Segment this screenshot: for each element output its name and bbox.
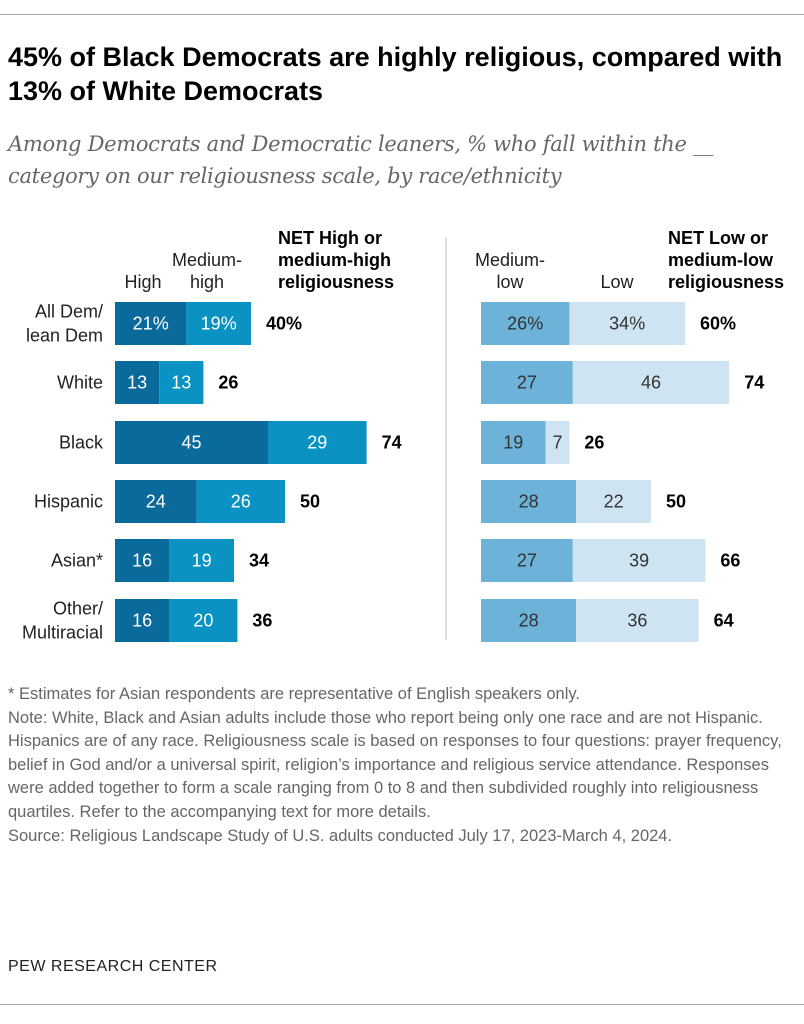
data-label: 46: [641, 373, 661, 393]
category-label: Asian*: [51, 551, 103, 571]
data-label: 27: [517, 373, 537, 393]
net-value-label: 36: [252, 611, 272, 631]
data-label: 16: [132, 551, 152, 571]
net-high-header: religiousness: [278, 272, 394, 292]
bar-medium-low: [481, 421, 546, 464]
bar-low: [576, 599, 699, 642]
data-label: 13: [127, 373, 147, 393]
legend-low: Low: [600, 272, 634, 292]
data-label: 7: [552, 433, 562, 453]
bar-medium-low: [481, 361, 573, 404]
data-label: 28: [519, 492, 539, 512]
bar-high: [115, 421, 268, 464]
bar-medium-high: [196, 480, 285, 523]
bar-high: [115, 539, 170, 582]
bar-medium-high: [186, 302, 251, 345]
legend-medium-high: high: [190, 272, 224, 292]
net-value-label: 50: [300, 492, 320, 512]
source-text: Source: Religious Landscape Study of U.S…: [8, 826, 673, 845]
bar-low: [572, 539, 706, 582]
bar-chart: All Dem/lean Dem White Black Hispanic Asian*…: [22, 228, 784, 643]
bar-low: [572, 361, 730, 404]
bar-low: [569, 302, 685, 345]
category-label: Hispanic: [34, 492, 103, 512]
bar-medium-low: [481, 539, 573, 582]
net-value-label: 74: [382, 433, 402, 453]
category-label: Other/: [53, 599, 103, 619]
bar-high: [115, 599, 170, 642]
data-label: 19: [192, 551, 212, 571]
data-label: 19%: [201, 314, 237, 334]
bar-medium-high: [268, 421, 367, 464]
net-value-label: 26: [218, 373, 238, 393]
data-label: 36: [627, 611, 647, 631]
net-value-label: 40%: [266, 314, 302, 334]
net-high-header: medium-high: [278, 250, 391, 270]
bar-medium-low: [481, 599, 577, 642]
net-low-header: religiousness: [668, 272, 784, 292]
net-value-label: 26: [584, 433, 604, 453]
chart-title: 45% of Black Democrats are highly religi…: [8, 42, 783, 106]
data-label: 26: [231, 492, 251, 512]
legend-medium-high: Medium-: [172, 250, 242, 270]
net-value-label: 74: [744, 373, 764, 393]
legend-high: High: [124, 272, 161, 292]
category-label: lean Dem: [26, 326, 103, 346]
bar-low: [545, 421, 570, 464]
bar-medium-high: [169, 539, 234, 582]
bar-high: [115, 480, 197, 523]
data-label: 13: [171, 373, 191, 393]
data-label: 22: [604, 492, 624, 512]
net-low-header: NET Low or: [668, 228, 768, 248]
legend-medium-low: Medium-: [475, 250, 545, 270]
data-label: 19: [503, 433, 523, 453]
bar-medium-low: [481, 302, 570, 345]
category-label: Black: [59, 433, 104, 453]
bar-high: [115, 302, 187, 345]
data-label: 45: [181, 433, 201, 453]
net-value-label: 50: [666, 492, 686, 512]
net-value-label: 66: [720, 551, 740, 571]
data-label: 20: [193, 611, 213, 631]
data-label: 24: [146, 492, 166, 512]
brand-logo-text: PEW RESEARCH CENTER: [8, 958, 218, 975]
asian-footnote: * Estimates for Asian respondents are re…: [8, 685, 580, 703]
chart-subtitle: Among Democrats and Democratic leaners, …: [8, 132, 714, 188]
data-label: 16: [132, 611, 152, 631]
data-label: 27: [517, 551, 537, 571]
net-high-header: NET High or: [278, 228, 382, 248]
bottom-rule: [0, 1004, 804, 1005]
bar-medium-low: [481, 480, 577, 523]
data-label: 39: [629, 551, 649, 571]
category-label: Multiracial: [22, 623, 103, 643]
data-label: 34%: [609, 314, 645, 334]
category-label: White: [57, 373, 103, 393]
bar-low: [576, 480, 651, 523]
net-value-label: 64: [714, 611, 734, 631]
data-label: 21%: [133, 314, 169, 334]
note-text: Note: White, Black and Asian adults incl…: [8, 708, 782, 821]
legend-medium-low: low: [496, 272, 524, 292]
bar-high: [115, 361, 160, 404]
notes: * Estimates for Asian respondents are re…: [8, 683, 798, 848]
net-low-header: medium-low: [668, 250, 774, 270]
data-label: 26%: [507, 314, 543, 334]
data-label: 28: [519, 611, 539, 631]
top-rule: [0, 14, 804, 15]
net-value-label: 34: [249, 551, 269, 571]
bar-medium-high: [169, 599, 238, 642]
category-label: All Dem/: [35, 302, 103, 322]
bar-medium-high: [159, 361, 204, 404]
net-value-label: 60%: [700, 314, 736, 334]
data-label: 29: [307, 433, 327, 453]
